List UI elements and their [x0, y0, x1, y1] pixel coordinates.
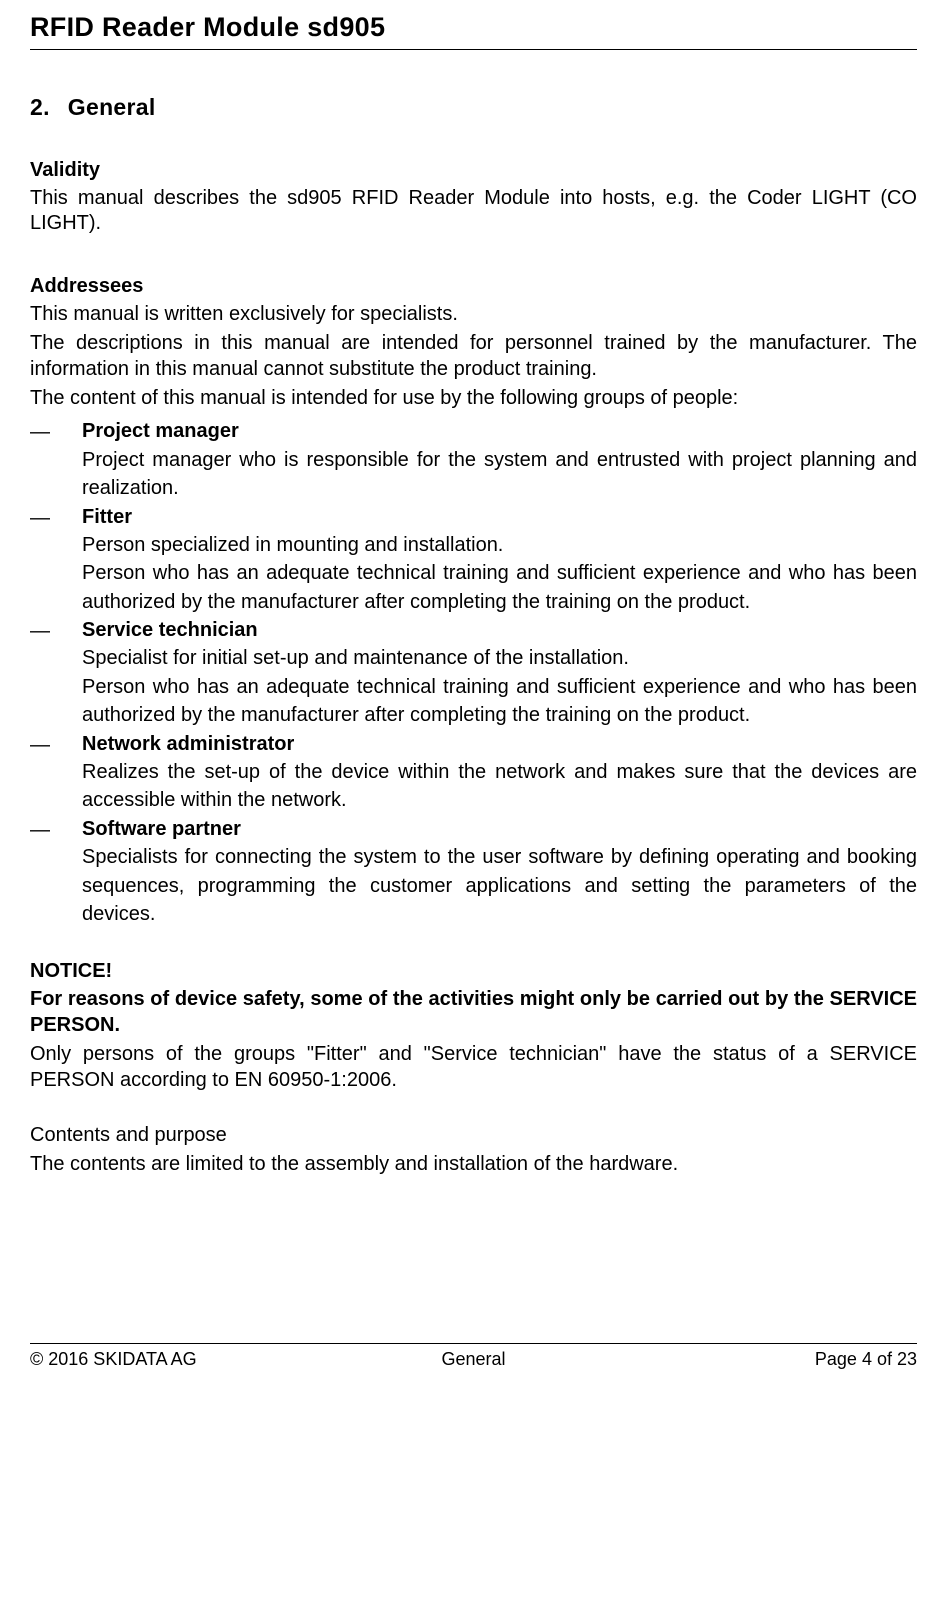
- role-body: Service technicianSpecialist for initial…: [82, 616, 917, 730]
- dash-icon: —: [30, 815, 82, 929]
- notice-bold-text: For reasons of device safety, some of th…: [30, 987, 917, 1038]
- role-item: —Service technicianSpecialist for initia…: [30, 616, 917, 730]
- role-list: —Project managerProject manager who is r…: [30, 417, 917, 928]
- contents-text: The contents are limited to the assembly…: [30, 1152, 917, 1177]
- validity-heading: Validity: [30, 159, 917, 182]
- dash-icon: —: [30, 417, 82, 502]
- document-title: RFID Reader Module sd905: [30, 12, 917, 50]
- role-item: —Software partnerSpecialists for connect…: [30, 815, 917, 929]
- dash-icon: —: [30, 503, 82, 617]
- role-body: Software partnerSpecialists for connecti…: [82, 815, 917, 929]
- role-body: Project managerProject manager who is re…: [82, 417, 917, 502]
- contents-heading: Contents and purpose: [30, 1123, 917, 1148]
- notice-text: Only persons of the groups "Fitter" and …: [30, 1042, 917, 1093]
- validity-text: This manual describes the sd905 RFID Rea…: [30, 186, 917, 237]
- role-description: Realizes the set-up of the device within…: [82, 758, 917, 815]
- role-body: FitterPerson specialized in mounting and…: [82, 503, 917, 617]
- role-description: Project manager who is responsible for t…: [82, 446, 917, 503]
- role-name: Network administrator: [82, 730, 917, 758]
- dash-icon: —: [30, 616, 82, 730]
- notice-heading: NOTICE!: [30, 960, 917, 983]
- role-name: Fitter: [82, 503, 917, 531]
- role-description: Specialists for connecting the system to…: [82, 843, 917, 928]
- role-item: —FitterPerson specialized in mounting an…: [30, 503, 917, 617]
- addressees-heading: Addressees: [30, 275, 917, 298]
- addressees-p1: This manual is written exclusively for s…: [30, 302, 917, 327]
- role-name: Project manager: [82, 417, 917, 445]
- role-name: Service technician: [82, 616, 917, 644]
- role-name: Software partner: [82, 815, 917, 843]
- role-body: Network administratorRealizes the set-up…: [82, 730, 917, 815]
- role-description: Specialist for initial set-up and mainte…: [82, 644, 917, 672]
- addressees-p3: The content of this manual is intended f…: [30, 386, 917, 411]
- page-footer: © 2016 SKIDATA AG General Page 4 of 23: [30, 1343, 917, 1370]
- section-title: General: [68, 94, 156, 120]
- role-description: Person who has an adequate technical tra…: [82, 559, 917, 616]
- role-description: Person specialized in mounting and insta…: [82, 531, 917, 559]
- section-heading: 2. General: [30, 94, 917, 121]
- dash-icon: —: [30, 730, 82, 815]
- role-item: —Project managerProject manager who is r…: [30, 417, 917, 502]
- addressees-p2: The descriptions in this manual are inte…: [30, 331, 917, 382]
- role-description: Person who has an adequate technical tra…: [82, 673, 917, 730]
- footer-section: General: [30, 1349, 917, 1370]
- role-item: —Network administratorRealizes the set-u…: [30, 730, 917, 815]
- section-number: 2.: [30, 94, 50, 120]
